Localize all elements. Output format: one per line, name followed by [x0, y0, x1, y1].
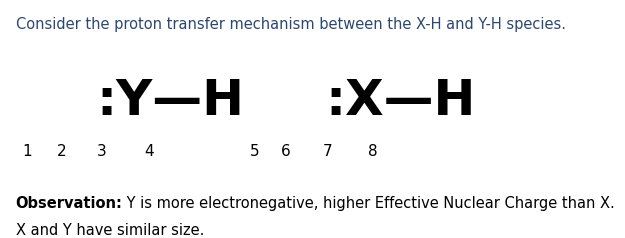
Text: Y is more electronegative, higher Effective Nuclear Charge than X.: Y is more electronegative, higher Effect… — [122, 196, 615, 211]
Text: X and Y have similar size.: X and Y have similar size. — [16, 223, 204, 238]
Text: 2: 2 — [56, 144, 66, 159]
Text: Consider the proton transfer mechanism between the X-H and Y-H species.: Consider the proton transfer mechanism b… — [16, 17, 566, 32]
Text: 4: 4 — [144, 144, 154, 159]
Text: Observation:: Observation: — [16, 196, 123, 211]
Text: :Y—H: :Y—H — [97, 77, 245, 125]
Text: 7: 7 — [322, 144, 332, 159]
Text: :X—H: :X—H — [325, 77, 476, 125]
Text: 5: 5 — [250, 144, 260, 159]
Text: 8: 8 — [368, 144, 378, 159]
Text: 6: 6 — [281, 144, 291, 159]
Text: 1: 1 — [22, 144, 32, 159]
Text: 3: 3 — [97, 144, 107, 159]
